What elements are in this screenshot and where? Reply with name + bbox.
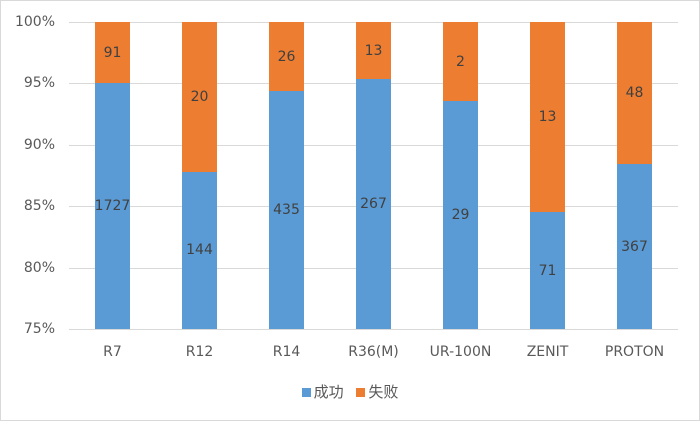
- failure-value-label: 91: [103, 44, 122, 61]
- success-value-label: 144: [186, 242, 213, 259]
- success-segment: 435: [269, 91, 304, 329]
- bar-r36(m): 13 267: [356, 22, 391, 329]
- bar-ur-100n: 2 29: [443, 22, 478, 329]
- plot-area: 91 1727 20 144 26 435 13 267 2 29 13 71 48 367: [69, 22, 678, 330]
- x-tick-label: R7: [103, 344, 122, 360]
- failure-segment: 26: [269, 22, 304, 92]
- y-tick-label: 75%: [23, 321, 55, 337]
- success-segment: 71: [530, 212, 565, 329]
- success-value-label: 1727: [94, 198, 131, 215]
- failure-value-label: 13: [364, 42, 383, 59]
- success-segment: 29: [443, 101, 478, 329]
- success-value-label: 267: [360, 195, 387, 212]
- bar-zenit: 13 71: [530, 22, 565, 329]
- x-tick-label: R12: [185, 344, 214, 360]
- y-tick-label: 100%: [14, 14, 55, 30]
- failure-segment: 91: [95, 22, 130, 84]
- failure-value-label: 48: [625, 85, 644, 102]
- success-value-label: 29: [451, 207, 470, 224]
- x-tick-label: UR-100N: [429, 344, 492, 360]
- y-tick-label: 90%: [23, 136, 55, 153]
- failure-segment: 2: [443, 22, 478, 102]
- failure-segment: 48: [617, 22, 652, 165]
- failure-value-label: 2: [456, 53, 465, 70]
- success-segment: 1727: [95, 83, 130, 329]
- failure-segment: 13: [530, 22, 565, 213]
- x-tick-label: R14: [272, 344, 301, 360]
- failure-value-label: 26: [277, 48, 296, 65]
- bar-r7: 91 1727: [95, 22, 130, 329]
- x-tick-label: PROTON: [604, 344, 665, 360]
- legend-item-failure: 失败: [356, 381, 398, 402]
- legend: 成功 失败: [0, 381, 700, 402]
- success-swatch-icon: [301, 388, 311, 397]
- y-tick-label: 85%: [23, 198, 55, 215]
- gridline: [69, 329, 678, 330]
- failure-value-label: 13: [538, 109, 557, 126]
- success-segment: 367: [617, 164, 652, 329]
- failure-segment: 13: [356, 22, 391, 79]
- bar-r12: 20 144: [182, 22, 217, 329]
- success-segment: 144: [182, 171, 217, 329]
- success-value-label: 71: [538, 262, 557, 279]
- x-tick-label: R36(M): [348, 344, 399, 360]
- success-segment: 267: [356, 79, 391, 329]
- success-value-label: 367: [621, 238, 648, 255]
- success-value-label: 435: [273, 202, 300, 219]
- bar-proton: 48 367: [617, 22, 652, 329]
- failure-value-label: 20: [190, 88, 209, 105]
- bar-r14: 26 435: [269, 22, 304, 329]
- failure-segment: 20: [182, 22, 217, 172]
- y-tick-label: 80%: [23, 259, 55, 276]
- failure-swatch-icon: [356, 388, 366, 397]
- legend-item-success: 成功: [301, 381, 344, 402]
- x-tick-label: ZENIT: [526, 344, 569, 360]
- y-tick-label: 95%: [23, 75, 55, 92]
